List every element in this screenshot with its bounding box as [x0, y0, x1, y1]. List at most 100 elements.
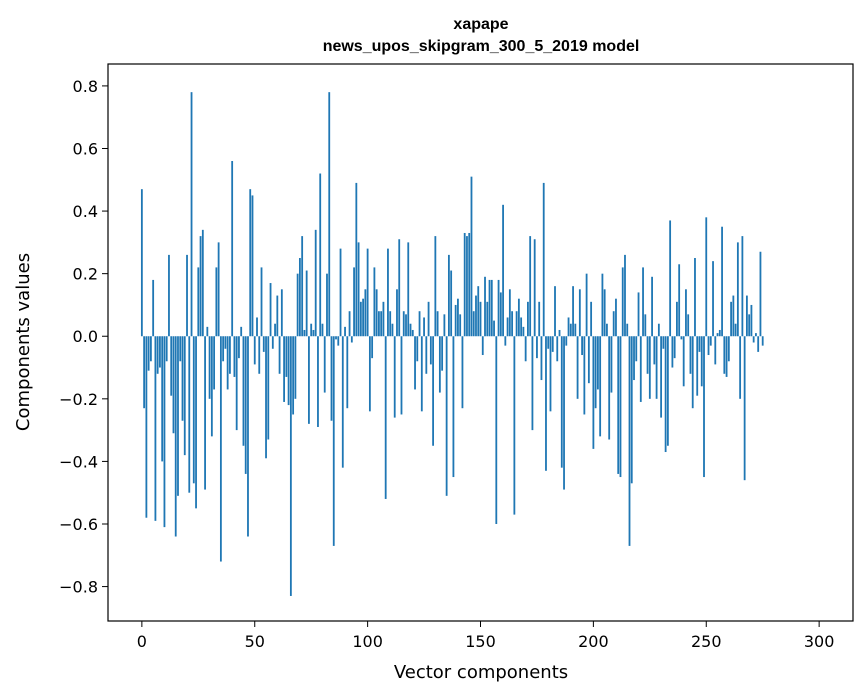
bar — [276, 295, 279, 337]
bar — [678, 264, 681, 337]
bar — [581, 336, 583, 356]
bar — [644, 314, 647, 337]
bar — [545, 336, 547, 471]
bar — [357, 242, 360, 337]
bar — [739, 336, 742, 399]
x-tick-label: 200 — [578, 632, 609, 651]
bar — [741, 236, 744, 337]
bar — [156, 336, 159, 374]
bar — [341, 336, 344, 468]
bar — [364, 289, 367, 337]
bar — [459, 314, 462, 337]
bar — [447, 254, 450, 337]
bars-group — [140, 92, 764, 596]
bar — [694, 258, 696, 337]
bar — [260, 267, 263, 337]
bar — [140, 189, 143, 337]
bar — [450, 270, 453, 337]
bar — [328, 92, 331, 337]
bar — [527, 301, 529, 337]
bar — [606, 323, 608, 337]
bar — [687, 314, 690, 337]
bar — [592, 336, 595, 449]
bar — [238, 336, 240, 359]
bar — [671, 336, 674, 368]
bar — [664, 336, 667, 453]
bar — [308, 336, 310, 424]
x-tick-label: 300 — [804, 632, 835, 651]
bar — [457, 298, 459, 337]
bar — [558, 329, 561, 337]
bar — [522, 326, 525, 337]
bar — [736, 242, 739, 337]
bar — [319, 173, 322, 337]
bar — [669, 220, 672, 337]
bar — [730, 301, 732, 337]
bar — [533, 239, 536, 337]
bar — [219, 336, 222, 562]
y-tick-label: −0.2 — [59, 390, 98, 409]
bar — [723, 336, 726, 374]
bar — [484, 276, 486, 337]
bar — [608, 336, 611, 440]
bar — [612, 311, 615, 337]
bar — [362, 298, 365, 337]
bar — [298, 258, 301, 337]
bar — [321, 323, 324, 337]
bar — [716, 333, 719, 337]
bar — [475, 295, 477, 337]
bar — [425, 336, 428, 374]
bar — [712, 261, 714, 337]
bar — [378, 311, 380, 337]
bar — [287, 336, 290, 406]
bar — [197, 267, 200, 337]
bar — [353, 267, 355, 337]
x-axis-ticks: 0 50 100 150 200 250 300 — [137, 621, 835, 651]
bar — [233, 336, 236, 377]
bar — [547, 336, 550, 349]
bar — [215, 267, 218, 337]
bar — [596, 336, 599, 390]
bar — [195, 336, 197, 509]
bar — [224, 336, 227, 349]
bar — [355, 182, 358, 337]
bar — [590, 301, 593, 337]
bar — [402, 311, 405, 337]
bar — [289, 336, 292, 596]
bar — [452, 336, 455, 478]
bar — [222, 336, 225, 362]
bar — [240, 326, 243, 337]
bar — [253, 336, 256, 365]
bar — [407, 242, 410, 337]
bar — [285, 336, 288, 377]
y-tick-label: 0.2 — [73, 265, 98, 284]
bar — [186, 254, 188, 337]
bar — [565, 336, 568, 346]
bar — [296, 273, 299, 337]
chart-title: xapape — [453, 16, 508, 33]
bar — [536, 336, 538, 359]
bar — [563, 336, 565, 490]
bar — [314, 229, 317, 337]
x-tick-label: 250 — [691, 632, 722, 651]
bar — [574, 323, 577, 337]
bar — [732, 295, 735, 337]
bar — [247, 336, 249, 537]
bar — [434, 236, 437, 337]
x-tick-label: 150 — [465, 632, 496, 651]
bar — [371, 336, 374, 359]
bar — [210, 336, 213, 437]
y-axis-ticks: −0.8 −0.6 −0.4 −0.2 0.0 0.2 0.4 0.6 0.8 — [59, 77, 108, 597]
bar — [165, 336, 168, 362]
bar — [256, 317, 258, 337]
bar — [556, 336, 559, 362]
bar — [698, 336, 701, 352]
bar — [551, 336, 554, 352]
bar — [443, 314, 446, 337]
bar — [323, 336, 326, 393]
bar — [621, 267, 624, 337]
bar — [418, 311, 421, 337]
bar — [504, 336, 507, 346]
chart-subtitle: news_upos_skipgram_300_5_2019 model — [323, 38, 640, 55]
bar — [648, 336, 651, 399]
